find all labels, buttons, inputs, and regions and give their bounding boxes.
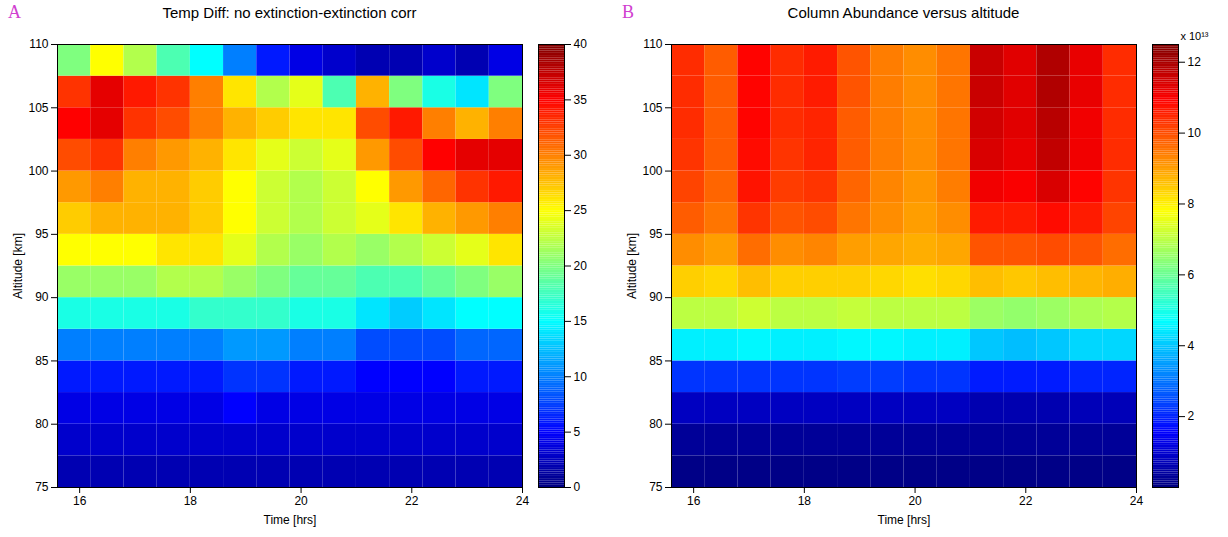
svg-text:95: 95 [649,227,663,241]
svg-text:Altitude [km]: Altitude [km] [11,233,25,299]
svg-text:75: 75 [35,480,49,494]
svg-text:30: 30 [574,148,588,162]
svg-text:75: 75 [649,480,663,494]
svg-text:80: 80 [35,417,49,431]
svg-text:16: 16 [687,494,701,508]
svg-text:90: 90 [35,290,49,304]
svg-text:80: 80 [649,417,663,431]
svg-text:22: 22 [405,494,419,508]
svg-text:105: 105 [28,101,48,115]
svg-text:2: 2 [1188,409,1195,423]
html-text:Temp Diff: no extinction-extin: Temp Diff: no extinction-extinction corr [162,4,417,21]
svg-text:18: 18 [184,494,198,508]
svg-text:5: 5 [574,425,581,439]
svg-text:85: 85 [35,354,49,368]
svg-text:15: 15 [574,314,588,328]
svg-text:16: 16 [73,494,87,508]
svg-text:6: 6 [1188,268,1195,282]
svg-text:35: 35 [574,93,588,107]
svg-text:90: 90 [649,290,663,304]
svg-text:100: 100 [642,164,662,178]
svg-text:8: 8 [1188,197,1195,211]
svg-text:12: 12 [1188,55,1202,69]
svg-text:20: 20 [574,259,588,273]
svg-text:x 10¹³: x 10¹³ [1180,30,1208,42]
svg-text:22: 22 [1019,494,1033,508]
html-text:B: B [622,2,634,22]
svg-text:0: 0 [574,480,581,494]
svg-text:20: 20 [294,494,308,508]
svg-text:85: 85 [649,354,663,368]
svg-text:105: 105 [642,101,662,115]
svg-text:40: 40 [574,37,588,51]
svg-text:Time [hrs]: Time [hrs] [878,513,931,527]
svg-text:20: 20 [908,494,922,508]
svg-text:18: 18 [798,494,812,508]
html-text:Column Abundance versus altitu: Column Abundance versus altitude [787,4,1020,21]
svg-text:100: 100 [28,164,48,178]
svg-text:110: 110 [643,37,662,51]
svg-text:95: 95 [35,227,49,241]
svg-text:10: 10 [1188,126,1202,140]
svg-text:4: 4 [1188,339,1195,353]
svg-text:Time [hrs]: Time [hrs] [264,513,317,527]
svg-text:25: 25 [574,203,588,217]
svg-text:110: 110 [29,37,48,51]
svg-text:24: 24 [1130,494,1144,508]
svg-text:Altitude [km]: Altitude [km] [625,233,639,299]
svg-text:10: 10 [574,370,588,384]
svg-text:24: 24 [516,494,530,508]
html-text:A: A [8,2,21,22]
